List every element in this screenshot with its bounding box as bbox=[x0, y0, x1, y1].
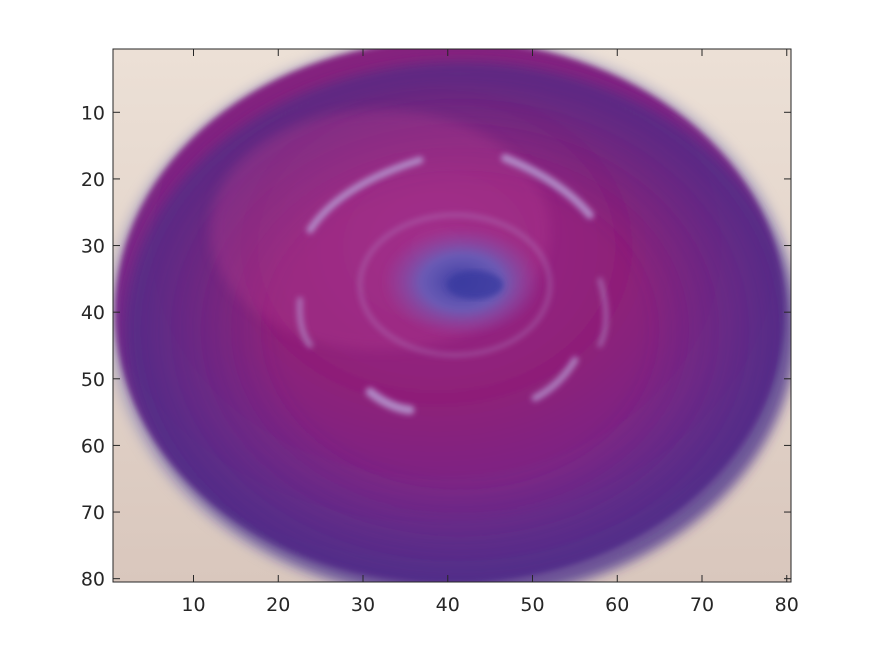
y-tick-label: 60 bbox=[81, 435, 105, 457]
y-tick-label: 80 bbox=[81, 569, 105, 591]
x-tick-label: 20 bbox=[266, 594, 290, 616]
x-tick-label: 30 bbox=[351, 594, 375, 616]
onion-rings bbox=[296, 154, 609, 415]
y-tick-label: 50 bbox=[81, 369, 105, 391]
x-tick-label: 70 bbox=[690, 594, 714, 616]
onion-center-dark bbox=[447, 271, 503, 299]
axes-frame bbox=[112, 48, 792, 583]
x-tick-label: 60 bbox=[605, 594, 629, 616]
x-tick-label: 40 bbox=[436, 594, 460, 616]
y-axis-ticks: 10 20 30 40 50 60 70 80 bbox=[81, 102, 791, 591]
y-tick-label: 20 bbox=[81, 169, 105, 191]
y-tick-label: 10 bbox=[81, 102, 105, 124]
y-tick-label: 30 bbox=[81, 236, 105, 258]
x-tick-label: 50 bbox=[520, 594, 544, 616]
onion-image bbox=[113, 49, 791, 582]
x-tick-label: 80 bbox=[775, 594, 799, 616]
x-tick-label: 10 bbox=[181, 594, 205, 616]
x-axis-ticks: 10 20 30 40 50 60 70 80 bbox=[181, 49, 799, 616]
y-tick-label: 40 bbox=[81, 302, 105, 324]
y-tick-label: 70 bbox=[81, 502, 105, 524]
